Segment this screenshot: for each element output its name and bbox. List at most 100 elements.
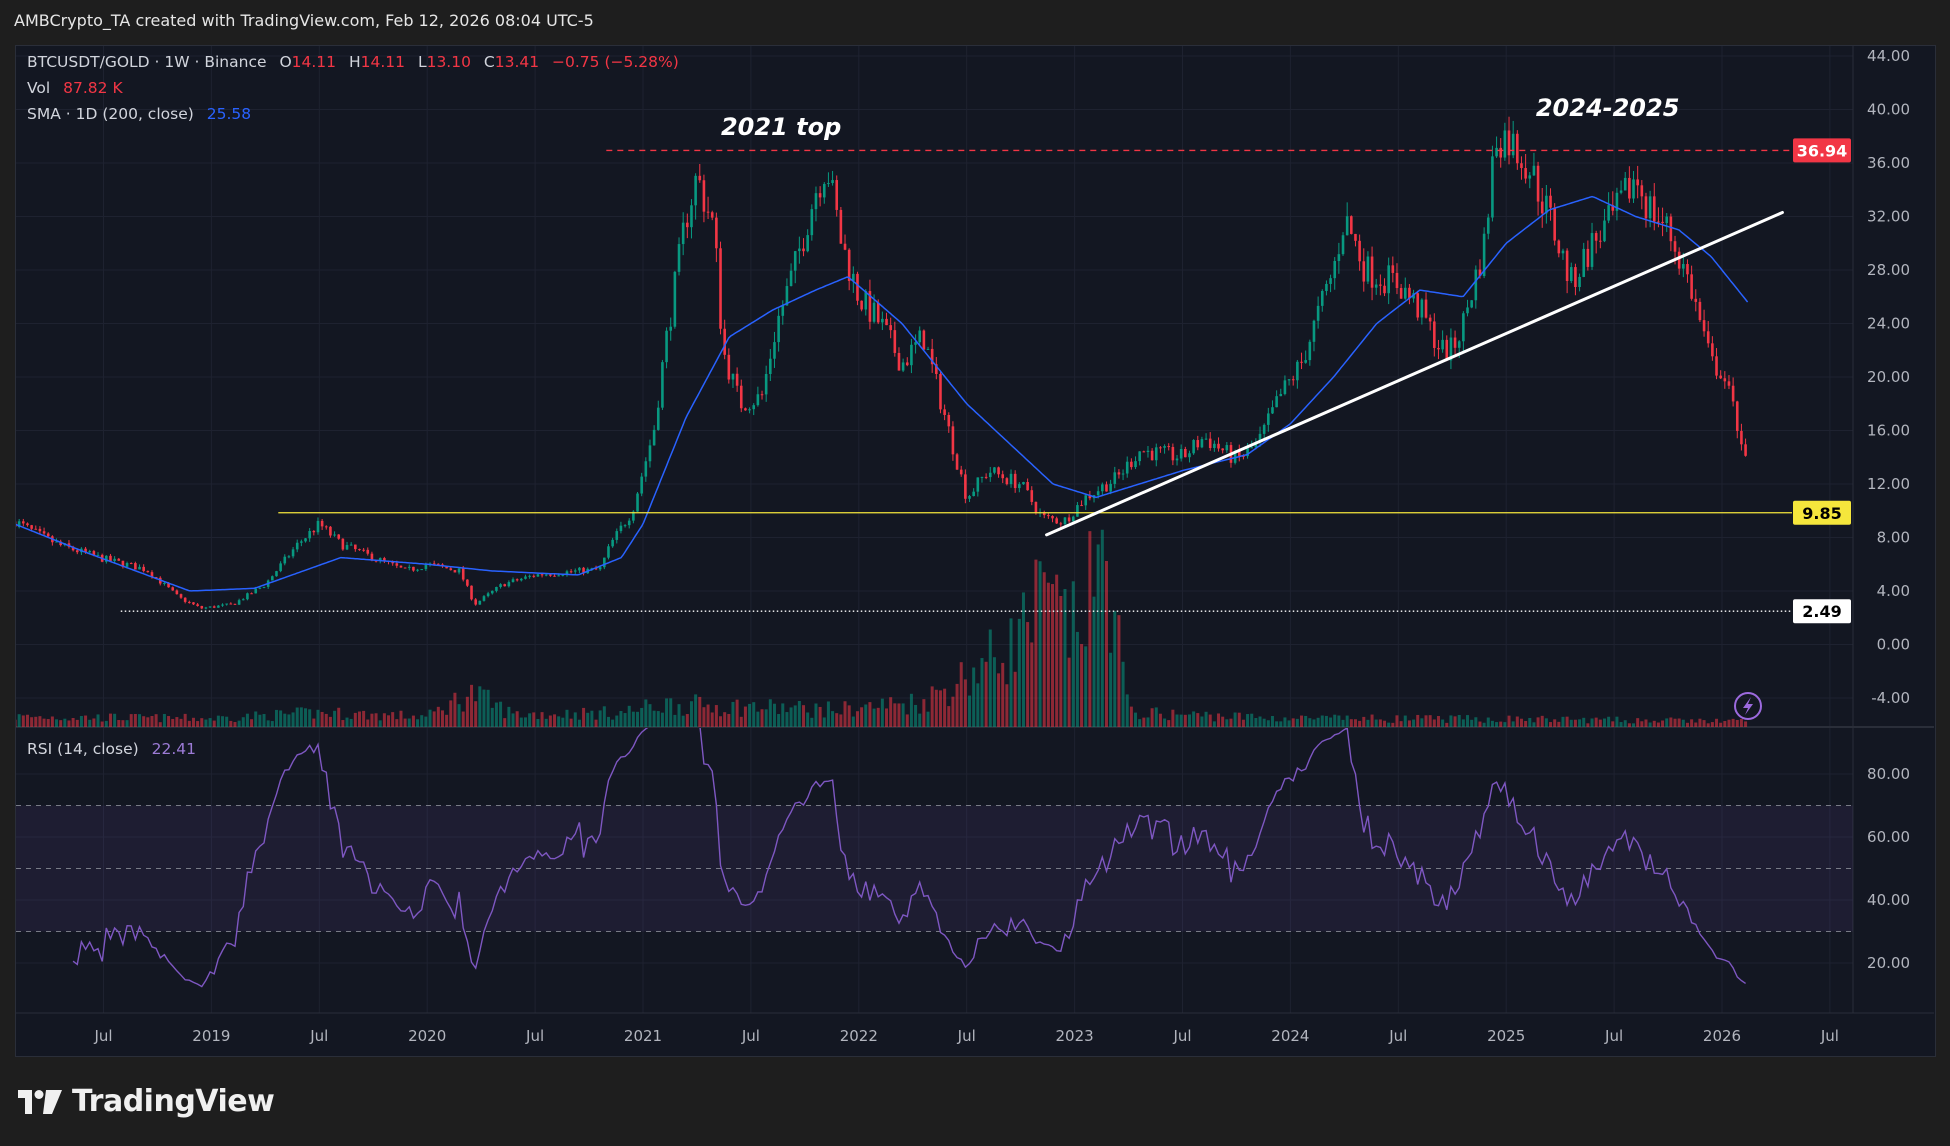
candle-body	[1358, 240, 1361, 262]
candle-body	[383, 558, 386, 561]
candle-body	[1337, 254, 1341, 262]
candle-body	[748, 409, 751, 411]
candle-body	[117, 558, 121, 561]
volume-bar	[117, 719, 121, 727]
candle-body	[893, 330, 897, 353]
candle-body	[179, 594, 183, 598]
candle-body	[561, 574, 565, 576]
trendline[interactable]	[1045, 210, 1784, 537]
volume-bar	[71, 717, 75, 727]
candle-body	[943, 409, 946, 415]
candle-body	[598, 567, 602, 570]
candle-body	[756, 394, 760, 406]
volume-bar	[1445, 722, 1449, 727]
volume-bar	[1387, 722, 1391, 727]
volume-bar	[1739, 719, 1743, 727]
candle-body	[445, 566, 448, 569]
volume-bar	[1362, 716, 1366, 727]
candle-body	[1271, 407, 1274, 414]
volume-bar	[1573, 719, 1577, 727]
candle-body	[1682, 264, 1685, 269]
candle-body	[1437, 347, 1440, 350]
tradingview-logo[interactable]: TradingView	[18, 1084, 275, 1119]
candle-body	[860, 300, 863, 310]
volume-bar	[669, 698, 673, 727]
candle-body	[930, 348, 934, 365]
candle-body	[1428, 317, 1432, 322]
volume-bar	[17, 714, 21, 727]
lightning-icon[interactable]	[1734, 692, 1762, 720]
candle-body	[702, 180, 706, 212]
candle-body	[636, 493, 639, 512]
candle-body	[1150, 450, 1154, 461]
candle-body	[1013, 473, 1017, 489]
volume-bar	[1171, 709, 1175, 727]
rsi-legend[interactable]: RSI (14, close) 22.41	[27, 740, 196, 758]
candle-body	[225, 603, 228, 605]
close-value: 13.41	[494, 53, 540, 71]
volume-bar	[1420, 718, 1424, 727]
volume-bar	[46, 719, 50, 727]
rsi-line	[72, 728, 1746, 988]
candle-body	[1549, 195, 1552, 208]
candle-body	[1084, 495, 1088, 506]
candle-body	[1208, 438, 1212, 448]
volume-bar	[1495, 722, 1499, 727]
volume-bar	[1287, 720, 1291, 727]
candle-body	[1138, 451, 1141, 462]
volume-bar	[1478, 721, 1482, 727]
candle-body	[511, 579, 515, 583]
candle-body	[632, 511, 635, 521]
volume-bar	[283, 713, 287, 727]
candle-body	[1246, 447, 1249, 457]
chart-frame[interactable]	[15, 45, 1936, 1057]
volume-bar	[681, 715, 685, 727]
volume-legend[interactable]: Vol 87.82 K	[27, 79, 123, 97]
volume-bar	[1295, 718, 1299, 727]
candle-body	[1076, 505, 1079, 517]
volume-bar	[320, 711, 324, 727]
volume-bar	[1030, 642, 1034, 727]
rsi-pane	[16, 728, 1853, 988]
candle-body	[553, 575, 556, 577]
candle-body	[407, 566, 411, 568]
candle-body	[150, 572, 154, 578]
sma-legend[interactable]: SMA · 1D (200, close) 25.58	[27, 105, 251, 123]
volume-bar	[1690, 719, 1694, 727]
volume-bar	[453, 692, 457, 727]
volume-bar	[225, 716, 229, 727]
candle-body	[578, 567, 581, 571]
volume-bar	[366, 719, 370, 727]
volume-bar	[162, 713, 166, 727]
volume-bar	[445, 714, 449, 727]
volume-bar	[187, 720, 191, 727]
rsi-tick-label: 40.00	[1867, 891, 1910, 909]
candle-body	[1370, 256, 1374, 288]
candle-body	[1462, 313, 1465, 342]
candle-body	[457, 568, 461, 573]
volume-bar	[1466, 715, 1470, 727]
candle-body	[1341, 235, 1345, 255]
volume-bar	[1594, 717, 1598, 727]
volume-bar	[1167, 720, 1171, 727]
candle-body	[105, 555, 108, 562]
symbol-legend[interactable]: BTCUSDT/GOLD · 1W · Binance O14.11 H14.1…	[27, 53, 679, 71]
candle-body	[271, 576, 274, 581]
candle-body	[1470, 300, 1473, 308]
volume-bar	[1723, 721, 1727, 727]
candle-body	[26, 523, 29, 526]
volume-bar	[1519, 718, 1523, 727]
time-tick-label: Jul	[1388, 1027, 1407, 1045]
candle-body	[984, 476, 988, 478]
volume-bar	[1150, 708, 1154, 727]
price-tick-label: 32.00	[1867, 208, 1910, 226]
volume-bar	[685, 714, 689, 727]
sma-line[interactable]	[15, 195, 1749, 592]
time-tick-label: 2025	[1487, 1027, 1525, 1045]
volume-bar	[519, 717, 523, 727]
volume-bar	[345, 717, 349, 727]
volume-bar	[1241, 719, 1245, 727]
level-price-label: 2.49	[1802, 602, 1841, 621]
candle-body	[1237, 450, 1241, 456]
